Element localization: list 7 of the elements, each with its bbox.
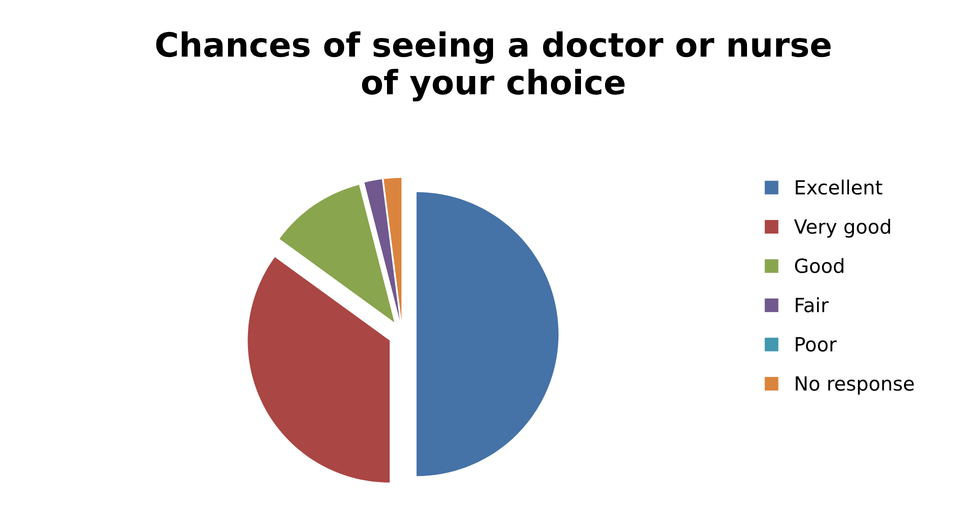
chart-title: Chances of seeing a doctor or nurse of your choice	[156, 31, 831, 102]
legend-label: Good	[794, 258, 844, 274]
legend-label: Poor	[796, 337, 837, 352]
legend-label: No response	[796, 376, 914, 395]
legend-label: Fair	[796, 297, 829, 312]
legend-label: Very good	[794, 218, 890, 238]
legend-label: Excellent	[796, 180, 882, 195]
